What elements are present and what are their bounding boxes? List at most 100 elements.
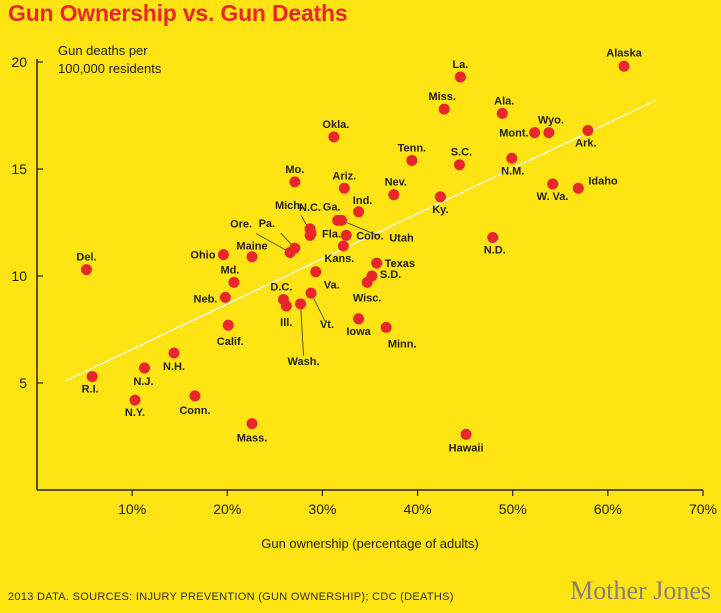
data-points bbox=[80, 60, 630, 440]
x-tick-label: 40% bbox=[404, 501, 432, 517]
data-point-ky bbox=[434, 191, 446, 203]
point-label-texas: Texas bbox=[385, 258, 415, 270]
point-label-la: La. bbox=[452, 59, 468, 71]
data-point-neb bbox=[219, 291, 231, 303]
data-point-colo bbox=[340, 229, 352, 241]
point-label-n-d: N.D. bbox=[484, 244, 506, 256]
data-point-mass bbox=[246, 418, 258, 430]
point-label-okla: Okla. bbox=[322, 119, 349, 131]
x-tick-label: 30% bbox=[308, 501, 336, 517]
data-point-conn bbox=[189, 390, 201, 402]
source-note: 2013 DATA. SOURCES: INJURY PREVENTION (G… bbox=[8, 591, 454, 603]
point-label-idaho: Idaho bbox=[588, 175, 618, 187]
point-label-wisc: Wisc. bbox=[353, 292, 382, 304]
data-point-del bbox=[80, 264, 92, 276]
data-point-ariz bbox=[338, 182, 350, 194]
data-point-hawaii bbox=[460, 428, 472, 440]
point-label-maine: Maine bbox=[236, 241, 267, 253]
x-tick-label: 50% bbox=[499, 501, 527, 517]
point-label-s-d: S.D. bbox=[380, 269, 401, 281]
data-point-w-va bbox=[547, 178, 559, 190]
data-point-va bbox=[310, 266, 322, 278]
point-label-utah: Utah bbox=[389, 232, 414, 244]
point-label-va: Va. bbox=[324, 280, 340, 292]
point-label-neb: Neb. bbox=[194, 293, 218, 305]
data-point-iowa bbox=[353, 313, 365, 325]
point-label-ky: Ky. bbox=[432, 204, 448, 216]
leader-line-utah bbox=[341, 219, 378, 236]
data-point-la bbox=[454, 71, 466, 83]
data-point-tenn bbox=[406, 154, 418, 166]
x-tick-label: 20% bbox=[213, 501, 241, 517]
data-point-ohio bbox=[217, 249, 229, 261]
data-point-okla bbox=[328, 131, 340, 143]
data-point-r-i bbox=[86, 371, 98, 383]
point-label-miss: Miss. bbox=[428, 91, 456, 103]
point-label-ariz: Ariz. bbox=[332, 170, 356, 182]
chart-title: Gun Ownership vs. Gun Deaths bbox=[8, 0, 348, 26]
data-point-idaho bbox=[572, 182, 584, 194]
data-point-ark bbox=[582, 124, 594, 136]
data-point-wash bbox=[295, 298, 307, 310]
data-point-md bbox=[228, 276, 240, 288]
point-label-w-va: W. Va. bbox=[537, 191, 569, 203]
point-label-n-m: N.M. bbox=[501, 165, 524, 177]
point-label-wyo: Wyo. bbox=[538, 115, 564, 127]
x-tick-label: 70% bbox=[689, 501, 717, 517]
data-point-maine bbox=[246, 251, 258, 263]
point-label-hawaii: Hawaii bbox=[449, 442, 484, 454]
data-point-nev bbox=[388, 189, 400, 201]
y-axis-label: 100,000 residents bbox=[58, 61, 162, 76]
y-tick-label: 20 bbox=[11, 54, 27, 70]
data-point-minn bbox=[380, 321, 392, 333]
data-point-n-d bbox=[487, 231, 499, 243]
data-point-utah bbox=[335, 214, 347, 226]
point-labels: Alaska La. Miss. Ala. Wyo. Mont. Ark. Okla. Tenn… bbox=[76, 47, 642, 454]
point-label-fla: Fla. bbox=[322, 228, 341, 240]
point-label-wash: Wash. bbox=[288, 356, 320, 368]
point-label-d-c: D.C. bbox=[270, 282, 292, 294]
data-point-ill bbox=[280, 300, 292, 312]
data-point-n-y bbox=[129, 394, 141, 406]
data-point-n-j bbox=[139, 362, 151, 374]
x-axis-label: Gun ownership (percentage of adults) bbox=[261, 536, 479, 551]
point-label-ill: Ill. bbox=[280, 317, 292, 329]
point-label-mont: Mont. bbox=[499, 128, 528, 140]
y-axis-label: Gun deaths per bbox=[58, 43, 148, 58]
data-point-kans bbox=[337, 240, 349, 252]
x-tick-label: 10% bbox=[118, 501, 146, 517]
data-point-ore bbox=[284, 246, 296, 258]
point-label-kans: Kans. bbox=[324, 253, 354, 265]
data-point-s-c bbox=[453, 159, 465, 171]
point-label-ohio: Ohio bbox=[190, 250, 215, 262]
data-point-ala bbox=[496, 107, 508, 119]
point-label-r-i: R.I. bbox=[82, 384, 99, 396]
point-label-vt: Vt. bbox=[320, 319, 334, 331]
point-label-ark: Ark. bbox=[575, 137, 596, 149]
point-label-n-c: N.C. bbox=[299, 202, 321, 214]
leader-line-ore bbox=[255, 233, 291, 253]
axes: 5 10 15 20 10% 20% 30% 40% 50% 60% 70% Gun ownershi… bbox=[11, 43, 717, 551]
y-tick-label: 5 bbox=[19, 375, 27, 391]
data-point-texas bbox=[371, 257, 383, 269]
data-point-wisc bbox=[361, 276, 373, 288]
point-label-tenn: Tenn. bbox=[398, 142, 427, 154]
point-label-colo: Colo. bbox=[356, 230, 384, 242]
data-point-alaska bbox=[618, 60, 630, 72]
data-point-n-h bbox=[168, 347, 180, 359]
data-point-mich bbox=[305, 227, 317, 239]
point-label-mo: Mo. bbox=[285, 164, 304, 176]
data-point-wyo bbox=[543, 127, 555, 139]
point-label-md: Md. bbox=[220, 264, 239, 276]
point-label-ala: Ala. bbox=[494, 95, 514, 107]
data-point-vt bbox=[305, 287, 317, 299]
data-point-n-m bbox=[506, 152, 518, 164]
data-point-miss bbox=[438, 103, 450, 115]
x-tick-label: 60% bbox=[594, 501, 622, 517]
point-label-n-j: N.J. bbox=[133, 376, 153, 388]
point-label-s-c: S.C. bbox=[451, 147, 472, 159]
trend-line bbox=[65, 99, 656, 382]
point-label-pa: Pa. bbox=[259, 218, 276, 230]
point-label-ga: Ga. bbox=[323, 201, 341, 213]
